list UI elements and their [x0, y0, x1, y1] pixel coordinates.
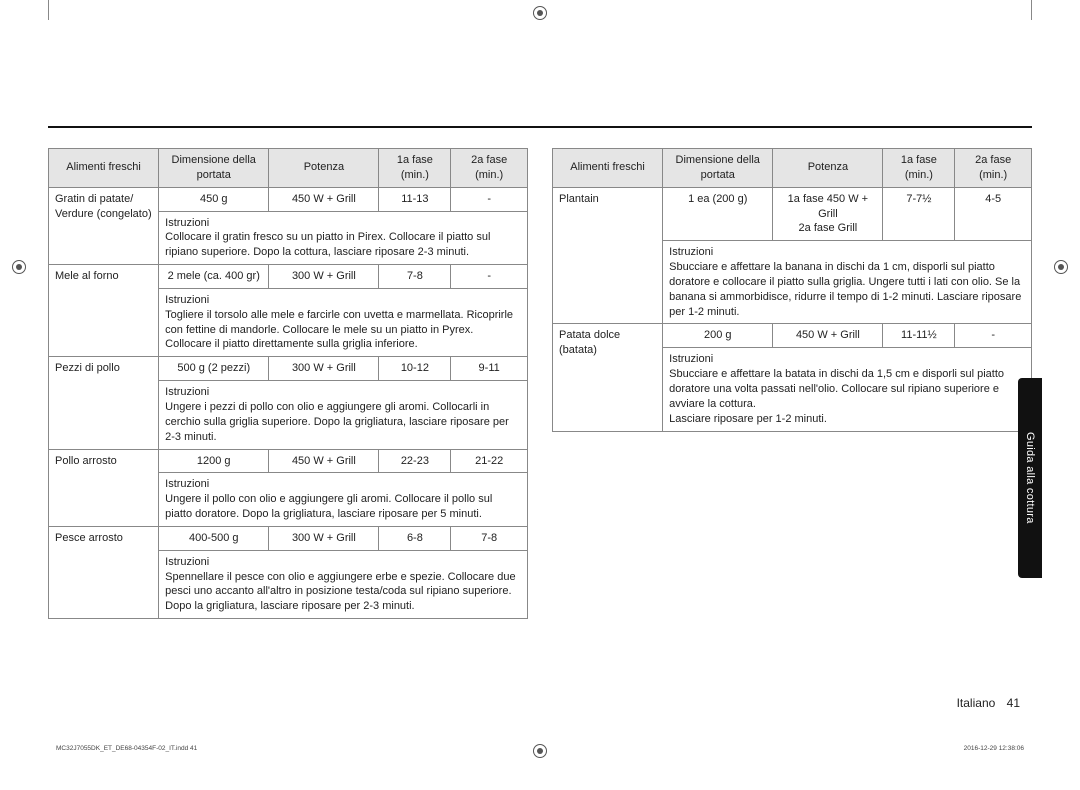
cell-size: 400-500 g	[159, 526, 269, 550]
print-footer-timestamp: 2016-12-29 12:38:06	[964, 745, 1024, 752]
table-row: Mele al forno2 mele (ca. 400 gr)300 W + …	[49, 265, 528, 289]
col-size: Dimensione della portata	[663, 149, 773, 188]
cell-food: Pezzi di pollo	[49, 357, 159, 449]
instruction-label: Istruzioni	[165, 555, 521, 570]
cell-size: 200 g	[663, 324, 773, 348]
cell-instructions: IstruzioniUngere il pollo con olio e agg…	[159, 473, 528, 527]
content-columns: Alimenti freschi Dimensione della portat…	[48, 148, 1032, 619]
table-row: Pezzi di pollo500 g (2 pezzi)300 W + Gri…	[49, 357, 528, 381]
cell-size: 1 ea (200 g)	[663, 187, 773, 241]
instruction-label: Istruzioni	[165, 477, 521, 492]
cell-size: 500 g (2 pezzi)	[159, 357, 269, 381]
cooking-table-left: Alimenti freschi Dimensione della portat…	[48, 148, 528, 619]
cell-power: 300 W + Grill	[269, 265, 379, 289]
table-row: Gratin di patate/ Verdure (congelato)450…	[49, 187, 528, 211]
cell-phase2: -	[451, 187, 528, 211]
footer-language: Italiano	[957, 696, 996, 710]
cell-instructions: IstruzioniCollocare il gratin fresco su …	[159, 211, 528, 265]
table-row: Pesce arrosto400-500 g300 W + Grill6-87-…	[49, 526, 528, 550]
instruction-text: Ungere i pezzi di pollo con olio e aggiu…	[165, 400, 521, 445]
instruction-label: Istruzioni	[669, 352, 1025, 367]
col-size: Dimensione della portata	[159, 149, 269, 188]
cell-phase2: -	[955, 324, 1032, 348]
cell-food: Gratin di patate/ Verdure (congelato)	[49, 187, 159, 264]
instruction-text: Spennellare il pesce con olio e aggiunge…	[165, 570, 521, 615]
cell-phase1: 22-23	[379, 449, 451, 473]
cell-power: 300 W + Grill	[269, 357, 379, 381]
col-phase1: 1a fase (min.)	[379, 149, 451, 188]
col-food: Alimenti freschi	[553, 149, 663, 188]
table-header: Alimenti freschi Dimensione della portat…	[49, 149, 528, 188]
instruction-label: Istruzioni	[165, 385, 521, 400]
instruction-label: Istruzioni	[165, 216, 521, 231]
section-divider	[48, 126, 1032, 128]
cell-food: Mele al forno	[49, 265, 159, 357]
cell-instructions: IstruzioniSbucciare e affettare la batat…	[663, 348, 1032, 431]
cell-phase1: 11-13	[379, 187, 451, 211]
col-food: Alimenti freschi	[49, 149, 159, 188]
cell-size: 2 mele (ca. 400 gr)	[159, 265, 269, 289]
cell-phase2: 7-8	[451, 526, 528, 550]
page-footer: Italiano 41	[957, 696, 1020, 710]
cell-power: 450 W + Grill	[269, 449, 379, 473]
table-header: Alimenti freschi Dimensione della portat…	[553, 149, 1032, 188]
cell-food: Plantain	[553, 187, 663, 324]
cell-phase1: 7-8	[379, 265, 451, 289]
cell-phase2: 21-22	[451, 449, 528, 473]
instruction-text: Sbucciare e affettare la banana in disch…	[669, 260, 1025, 319]
cell-phase2: -	[451, 265, 528, 289]
cell-power: 450 W + Grill	[773, 324, 883, 348]
instruction-text: Ungere il pollo con olio e aggiungere gl…	[165, 492, 521, 522]
cell-size: 450 g	[159, 187, 269, 211]
cell-power: 450 W + Grill	[269, 187, 379, 211]
cell-size: 1200 g	[159, 449, 269, 473]
cell-instructions: IstruzioniSbucciare e affettare la banan…	[663, 241, 1032, 324]
cell-instructions: IstruzioniSpennellare il pesce con olio …	[159, 550, 528, 618]
cell-power: 1a fase 450 W + Grill 2a fase Grill	[773, 187, 883, 241]
table-row: Plantain1 ea (200 g)1a fase 450 W + Gril…	[553, 187, 1032, 241]
cell-instructions: IstruzioniTogliere il torsolo alle mele …	[159, 288, 528, 356]
cell-phase1: 10-12	[379, 357, 451, 381]
left-column: Alimenti freschi Dimensione della portat…	[48, 148, 528, 619]
col-power: Potenza	[773, 149, 883, 188]
print-footer-filename: MC32J7055DK_ET_DE68-04354F-02_IT.indd 41	[56, 745, 197, 752]
col-power: Potenza	[269, 149, 379, 188]
cell-power: 300 W + Grill	[269, 526, 379, 550]
cell-instructions: IstruzioniUngere i pezzi di pollo con ol…	[159, 381, 528, 449]
cell-phase2: 9-11	[451, 357, 528, 381]
instruction-text: Collocare il gratin fresco su un piatto …	[165, 230, 521, 260]
cell-phase2: 4-5	[955, 187, 1032, 241]
instruction-label: Istruzioni	[669, 245, 1025, 260]
right-column: Alimenti freschi Dimensione della portat…	[552, 148, 1032, 619]
cell-phase1: 6-8	[379, 526, 451, 550]
registration-mark-icon	[12, 260, 26, 274]
cell-food: Patata dolce (batata)	[553, 324, 663, 431]
cooking-table-right: Alimenti freschi Dimensione della portat…	[552, 148, 1032, 432]
cell-food: Pesce arrosto	[49, 526, 159, 618]
table-row: Patata dolce (batata)200 g450 W + Grill1…	[553, 324, 1032, 348]
cell-phase1: 7-7½	[883, 187, 955, 241]
footer-page-number: 41	[1007, 696, 1020, 710]
col-phase2: 2a fase (min.)	[451, 149, 528, 188]
registration-mark-icon	[1054, 260, 1068, 274]
cell-phase1: 11-11½	[883, 324, 955, 348]
col-phase1: 1a fase (min.)	[883, 149, 955, 188]
instruction-label: Istruzioni	[165, 293, 521, 308]
section-tab: Guida alla cottura	[1018, 378, 1042, 578]
instruction-text: Sbucciare e affettare la batata in disch…	[669, 367, 1025, 426]
cell-food: Pollo arrosto	[49, 449, 159, 526]
col-phase2: 2a fase (min.)	[955, 149, 1032, 188]
table-row: Pollo arrosto1200 g450 W + Grill22-2321-…	[49, 449, 528, 473]
instruction-text: Togliere il torsolo alle mele e farcirle…	[165, 308, 521, 353]
